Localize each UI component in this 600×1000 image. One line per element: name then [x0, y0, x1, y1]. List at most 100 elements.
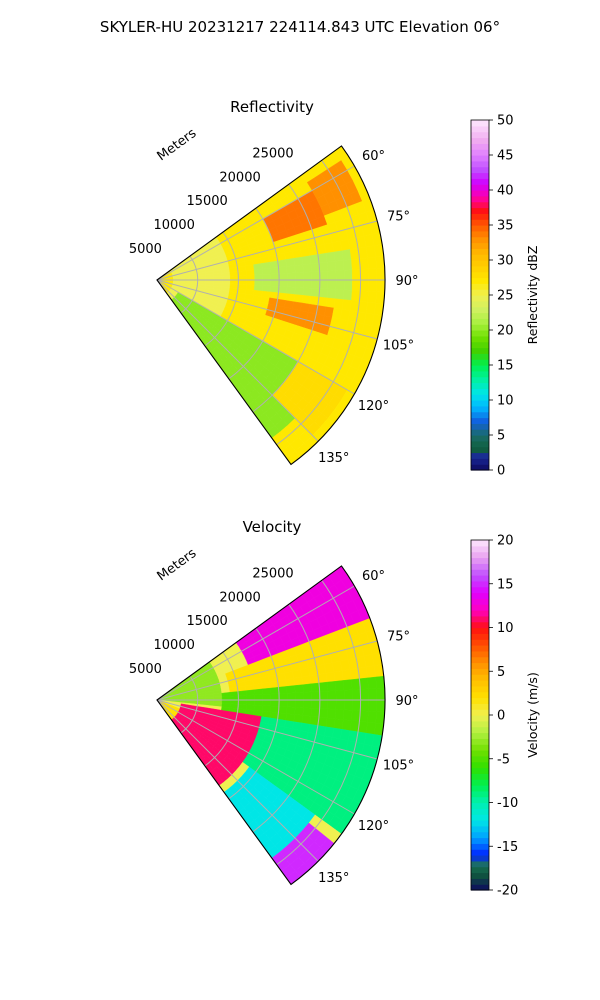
data-cell [221, 272, 231, 277]
data-cell [333, 718, 344, 730]
colorbar-segment [471, 464, 489, 471]
range-ring [276, 580, 362, 866]
colorbar-segment [471, 125, 489, 133]
data-cell [286, 699, 296, 708]
colorbar-segment [471, 569, 489, 576]
data-cell [333, 250, 344, 262]
data-cell [253, 683, 263, 691]
data-cell [360, 699, 369, 712]
data-cell [310, 682, 320, 693]
colorbar-segment [471, 347, 489, 354]
colorbar-segment [471, 400, 489, 407]
data-cell [319, 270, 329, 281]
azimuth-tick-label: 90° [395, 694, 418, 709]
colorbar-segment [471, 662, 489, 669]
data-cell [360, 268, 369, 281]
data-cell [270, 686, 280, 695]
colorbar-segment [471, 668, 489, 675]
data-cell [359, 677, 369, 690]
data-cell [253, 688, 263, 696]
panel-velocity: Velocity 60° 75° 90° 105° 120° 135° 5000 10000 15… [129, 518, 540, 899]
colorbar-segment [471, 773, 489, 780]
data-cell [301, 675, 312, 685]
data-cell [292, 249, 303, 259]
colorbar-segment [471, 755, 489, 763]
data-cell [221, 275, 231, 281]
data-cell [294, 706, 304, 716]
data-cell [301, 295, 312, 305]
range-ring [204, 231, 239, 347]
colorbar-segment [471, 131, 489, 139]
data-cell [229, 279, 239, 285]
data-cell [335, 699, 345, 711]
colorbar-segment [471, 557, 489, 564]
data-cell [293, 294, 304, 304]
azimuth-tick-label: 60° [362, 149, 385, 164]
data-cell [368, 699, 378, 712]
colorbar-segment [471, 586, 489, 594]
data-cell [351, 689, 361, 701]
azimuth-tick-label: 60° [362, 569, 385, 584]
data-cell [310, 262, 320, 273]
data-cell [367, 256, 377, 270]
data-cell [277, 259, 287, 268]
data-cell [278, 699, 288, 708]
colorbar-segment [471, 808, 489, 815]
data-cell [270, 699, 280, 707]
data-cell [229, 271, 239, 277]
colorbar-segment [471, 767, 489, 774]
colorbar: 0 5 10 15 20 25 30 35 40 45 50 Reflectivity dBZ [470, 114, 540, 479]
data-cell [302, 683, 312, 693]
data-cell [253, 263, 263, 271]
colorbar-segment [471, 295, 489, 302]
sector-frame [156, 145, 386, 466]
colorbar-tick-label: 40 [497, 184, 514, 199]
data-cell [343, 289, 353, 301]
data-cell [262, 273, 272, 281]
data-cell [238, 699, 247, 705]
data-cell [246, 694, 255, 701]
data-cell [341, 299, 352, 311]
colorbar-segment [471, 213, 489, 220]
colorbar-segment [471, 417, 489, 424]
colorbar-segment [471, 411, 489, 419]
data-cell [303, 271, 312, 281]
colorbar-segment [471, 172, 489, 179]
colorbar-segment [471, 598, 489, 605]
colorbar-segment [471, 575, 489, 582]
colorbar-segment [471, 365, 489, 372]
data-cell [360, 688, 369, 701]
colorbar-segment [471, 610, 489, 617]
data-cell [375, 255, 385, 269]
colorbar-segment [471, 225, 489, 232]
colorbar-segment [471, 207, 489, 214]
colorbar-segment [471, 149, 489, 156]
data-cell [326, 288, 337, 299]
data-cell [277, 679, 287, 688]
data-cell [302, 287, 312, 297]
data-cell [343, 279, 353, 291]
data-cell [286, 286, 296, 295]
colorbar-segment [471, 423, 489, 430]
colorbar-segment [471, 545, 489, 553]
colorbar-tick-label: 30 [497, 254, 514, 269]
colorbar-segment [471, 633, 489, 640]
azimuth-gridline [156, 585, 355, 701]
data-cell [376, 687, 386, 701]
data-cell [311, 279, 321, 289]
colorbar-tick-label: 20 [497, 534, 514, 549]
data-cell [359, 290, 369, 303]
colorbar-segment [471, 324, 489, 331]
data-cell [269, 260, 279, 269]
colorbar-segment [471, 790, 489, 798]
colorbar-segment [471, 831, 489, 839]
colorbar-segment [471, 190, 489, 197]
data-cell [335, 689, 345, 701]
data-cell [310, 707, 320, 718]
colorbar-segment [471, 120, 489, 127]
data-cell [238, 279, 247, 285]
colorbar-segment [471, 621, 489, 629]
data-cell [318, 261, 329, 272]
data-cell [334, 289, 345, 300]
